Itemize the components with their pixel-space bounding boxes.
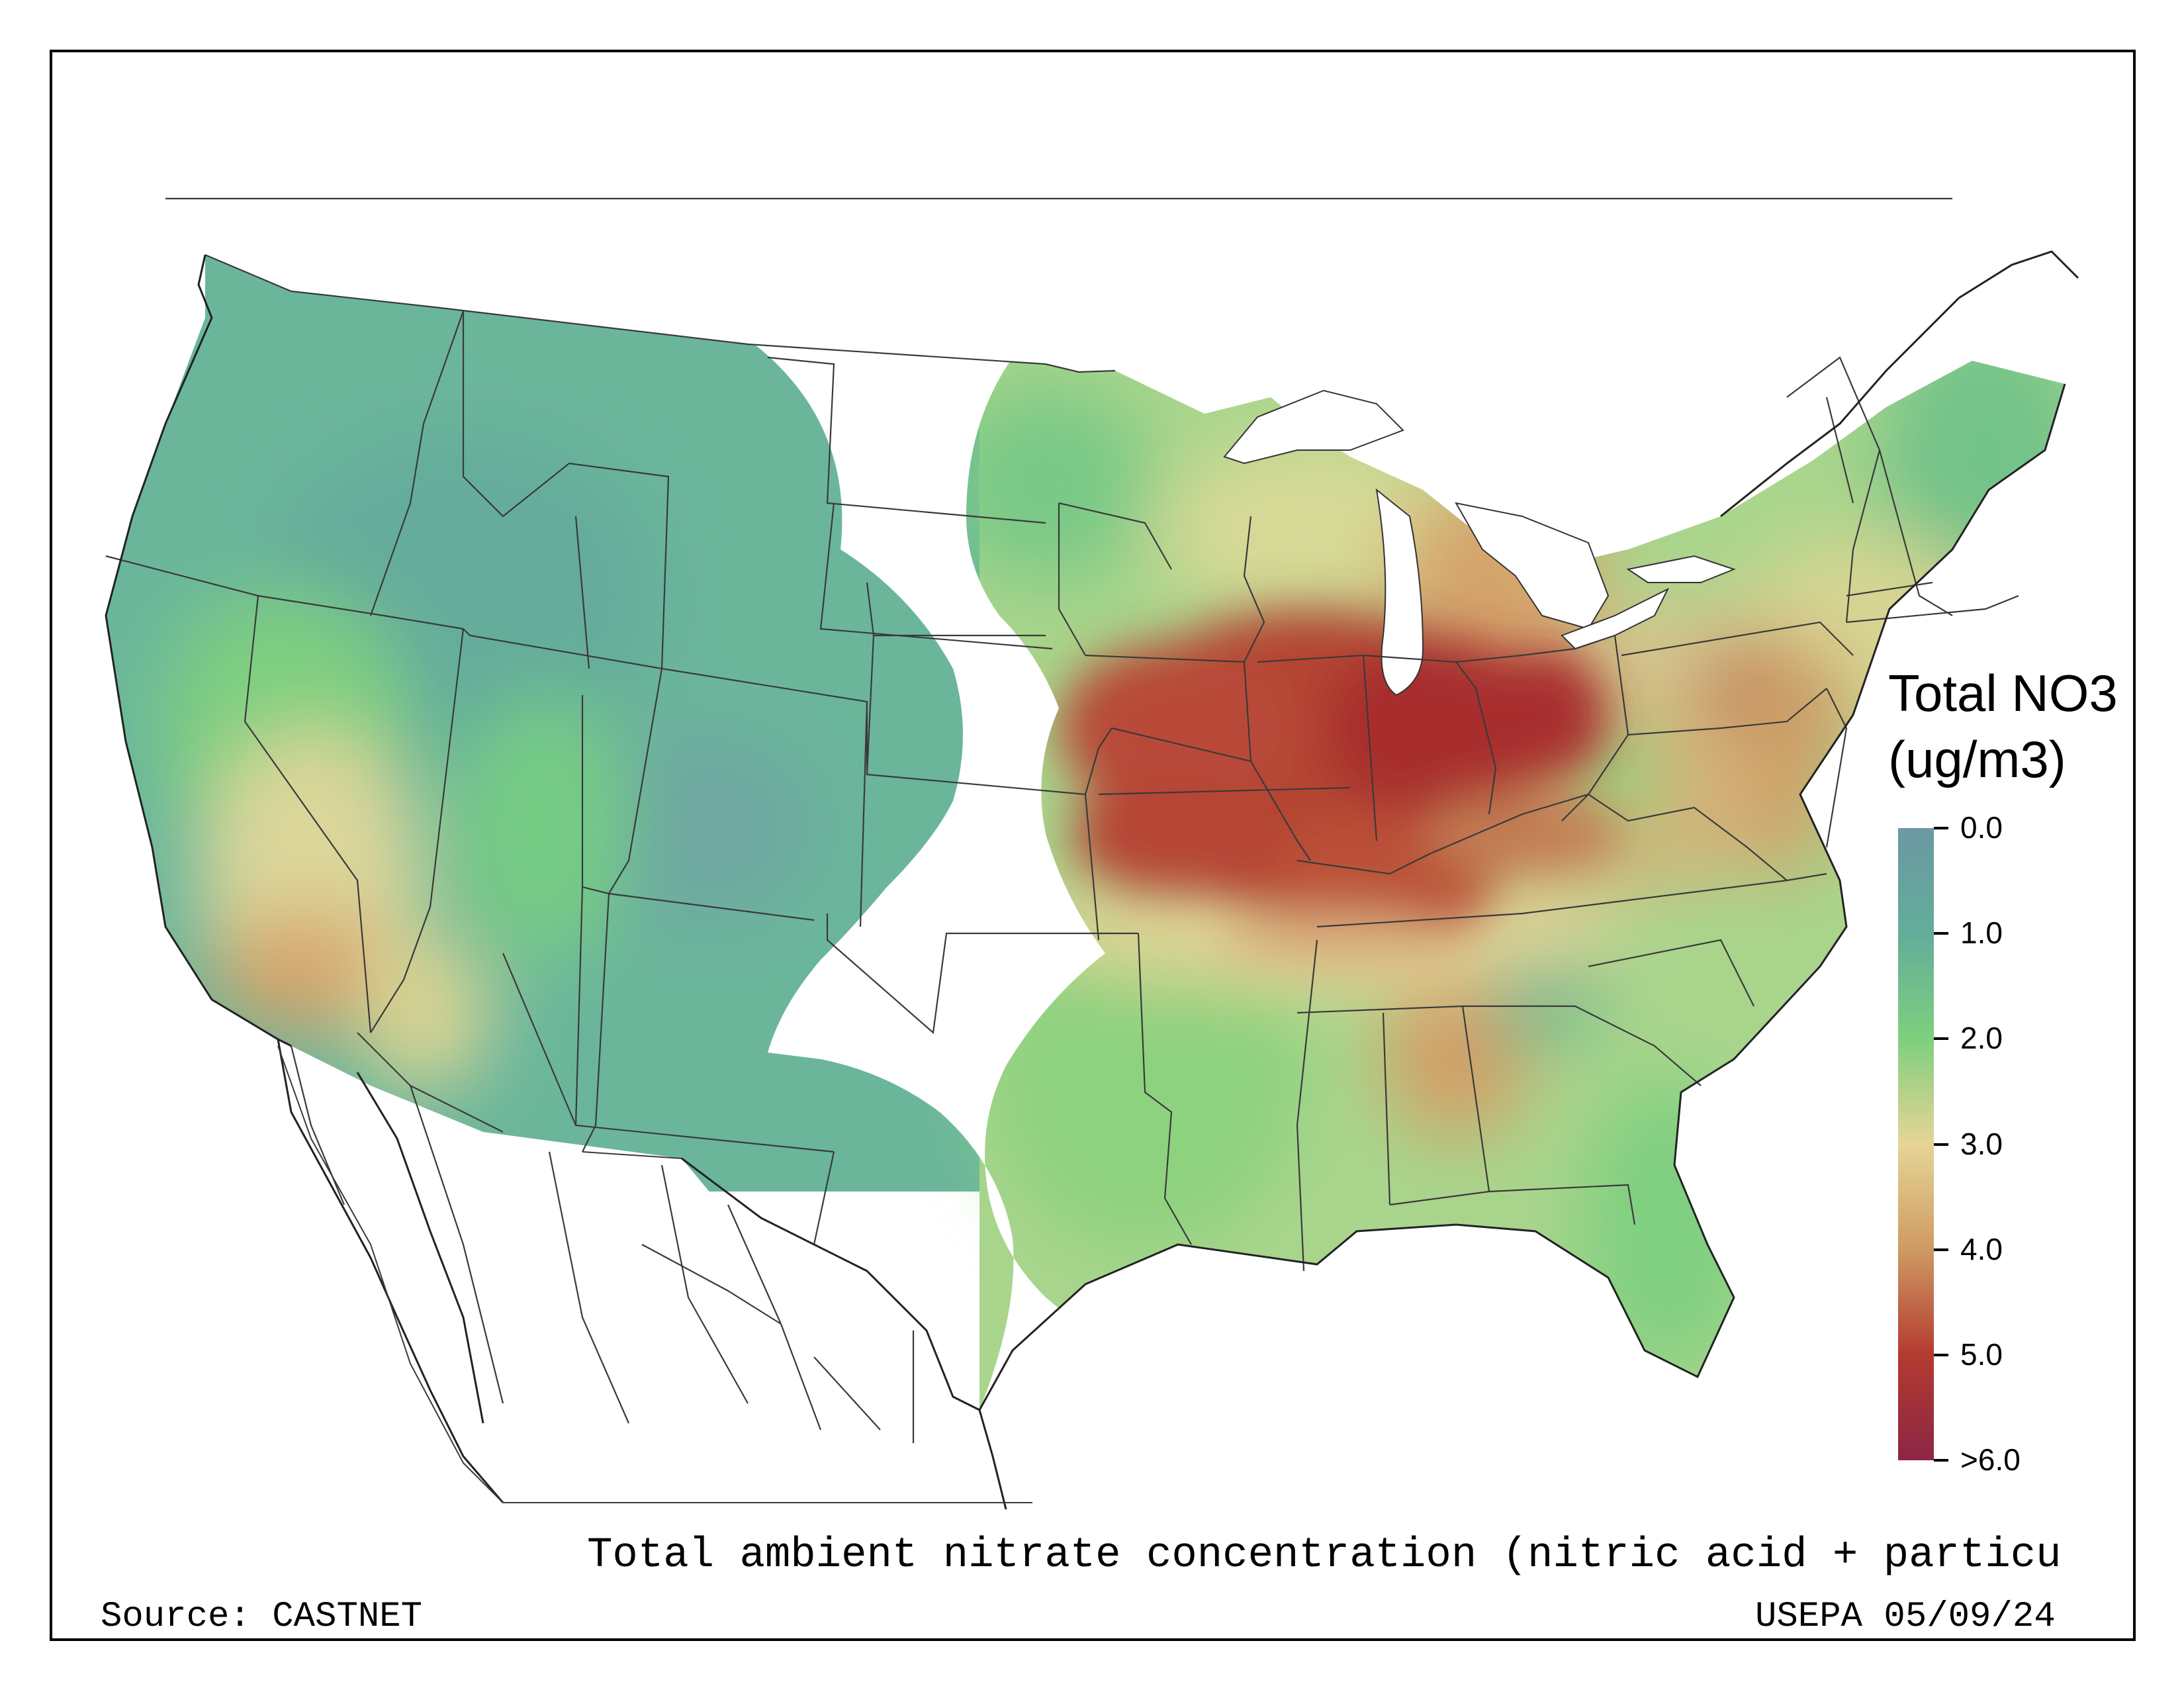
legend-tick [1934,1143,1948,1146]
legend-tick-label: 5.0 [1960,1336,2003,1372]
mexico-outline [277,1045,1032,1503]
legend-tick-label: 2.0 [1960,1021,2003,1056]
legend-tick [1934,1353,1948,1356]
legend-tick-label: >6.0 [1960,1442,2021,1477]
coastlines [105,250,2079,1510]
legend-title: Total NO3 [1888,664,2118,722]
map-frame [50,50,2136,1641]
great-lakes [1223,389,1736,696]
legend-units: (ug/m3) [1888,730,2066,788]
map-caption: Total ambient nitrate concentration (nit… [587,1532,2062,1579]
legend-tick-label: 4.0 [1960,1231,2003,1266]
legend-tick-label: 3.0 [1960,1126,2003,1161]
state-boundaries [105,197,2019,1443]
legend-tick-label: 0.0 [1960,810,2003,845]
legend-tick [1934,1459,1948,1462]
legend-tick [1934,827,1948,829]
legend-tick [1934,1037,1948,1041]
no-data-gaps [754,344,1178,1410]
legend-tick [1934,1248,1948,1251]
legend-color-bar [1898,828,1934,1460]
legend-tick-label: 1.0 [1960,915,2003,951]
source-credit: Source: CASTNET [101,1597,423,1637]
legend-tick [1934,932,1948,935]
agency-date: USEPA 05/09/24 [1755,1597,2056,1637]
